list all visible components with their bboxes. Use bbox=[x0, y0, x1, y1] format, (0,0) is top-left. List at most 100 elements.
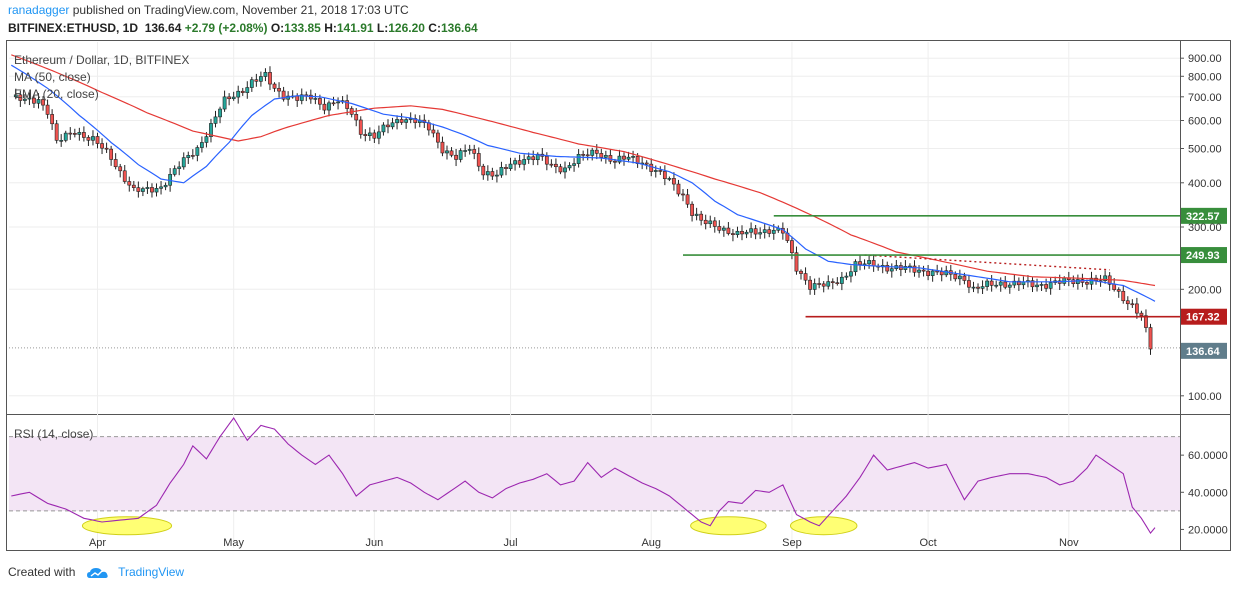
candle-body bbox=[331, 102, 336, 105]
candle-body bbox=[1003, 281, 1008, 288]
candle-body bbox=[381, 124, 386, 133]
footer: Created with TradingView bbox=[8, 565, 184, 579]
open-label: O: bbox=[270, 21, 285, 35]
candle-body bbox=[549, 163, 554, 166]
candle-body bbox=[967, 280, 971, 288]
candle-body bbox=[95, 136, 100, 144]
chart-canvas[interactable]: 322.57 249.93 167.32 136.64 900.00 800.00 700.… bbox=[0, 0, 1240, 560]
price-axis-label: 200.00 bbox=[1188, 284, 1222, 296]
candle-body bbox=[644, 162, 649, 165]
candle-body bbox=[431, 129, 436, 134]
candle-body bbox=[867, 260, 871, 265]
candle-body bbox=[694, 213, 699, 216]
candle-body bbox=[585, 154, 590, 157]
author-link[interactable]: ranadagger bbox=[8, 3, 70, 17]
candle-body bbox=[363, 134, 368, 136]
candle-body bbox=[771, 229, 776, 234]
candle-body bbox=[254, 79, 259, 82]
publish-info: ranadagger published on TradingView.com,… bbox=[8, 3, 409, 17]
candle-body bbox=[758, 232, 763, 235]
candle-body bbox=[558, 166, 563, 173]
candle-body bbox=[631, 156, 635, 158]
candle-body bbox=[835, 282, 840, 284]
high-label: H: bbox=[324, 21, 337, 35]
candle-body bbox=[463, 150, 468, 152]
candle-body bbox=[104, 147, 109, 150]
tradingview-cloud-icon bbox=[86, 567, 108, 578]
candle-body bbox=[971, 286, 976, 289]
candle-body bbox=[481, 165, 486, 176]
candle-body bbox=[272, 83, 277, 89]
candle-body bbox=[790, 240, 794, 254]
candle-body bbox=[186, 155, 191, 158]
candle-body bbox=[204, 136, 209, 143]
price-change: +2.79 (+2.08%) bbox=[184, 21, 268, 35]
candle-body bbox=[749, 228, 753, 233]
candle-body bbox=[281, 90, 286, 100]
candle-body bbox=[567, 165, 572, 169]
candle-body bbox=[762, 229, 767, 233]
candle-body bbox=[590, 149, 595, 156]
candle-body bbox=[190, 155, 195, 157]
candle-body bbox=[1116, 289, 1121, 292]
candle-body bbox=[45, 104, 50, 115]
candle-body bbox=[839, 276, 844, 284]
candle-body bbox=[1130, 303, 1135, 306]
candle-body bbox=[308, 94, 313, 100]
candle-body bbox=[145, 187, 150, 189]
candle-body bbox=[608, 155, 613, 162]
candle-body bbox=[113, 159, 118, 168]
price-axis-label: 900.00 bbox=[1188, 53, 1222, 65]
candle-body bbox=[826, 281, 831, 287]
candle-body bbox=[445, 150, 449, 154]
candle-body bbox=[377, 131, 381, 139]
low-label: L: bbox=[376, 21, 389, 35]
candle-body bbox=[454, 154, 458, 160]
candle-body bbox=[59, 140, 64, 142]
candle-body bbox=[889, 268, 894, 272]
candle-body bbox=[390, 122, 395, 128]
candle-body bbox=[676, 183, 681, 195]
candle-body bbox=[141, 188, 145, 192]
candle-body bbox=[658, 170, 663, 172]
time-axis-label: Apr bbox=[89, 537, 106, 549]
candle-body bbox=[672, 178, 676, 185]
candle-body bbox=[467, 149, 472, 151]
oversold-highlight bbox=[690, 516, 767, 536]
candle-body bbox=[436, 132, 440, 143]
chart-frame bbox=[6, 40, 1231, 551]
time-axis-label: May bbox=[223, 537, 244, 549]
candle-body bbox=[1030, 280, 1035, 288]
candle-body bbox=[572, 163, 576, 166]
candle-body bbox=[581, 154, 586, 156]
oversold-highlight bbox=[789, 516, 858, 536]
candle-body bbox=[449, 150, 454, 156]
open-value: 133.85 bbox=[284, 21, 321, 35]
candle-body bbox=[626, 156, 631, 160]
candle-body bbox=[27, 97, 32, 100]
price-axis-label: 500.00 bbox=[1188, 144, 1222, 156]
candle-body bbox=[440, 141, 445, 154]
candle-body bbox=[531, 156, 536, 161]
candle-body bbox=[522, 159, 527, 165]
tradingview-link[interactable]: TradingView bbox=[118, 565, 185, 579]
candle-body bbox=[91, 136, 95, 141]
candle-body bbox=[708, 220, 713, 225]
candle-body bbox=[849, 271, 853, 277]
candle-body bbox=[1035, 284, 1039, 288]
candle-body bbox=[508, 163, 513, 169]
candle-body bbox=[77, 132, 82, 135]
last-price: 136.64 bbox=[144, 21, 182, 35]
candle-body bbox=[830, 281, 835, 283]
candle-body bbox=[1012, 280, 1017, 286]
rsi-axis-label: 60.0000 bbox=[1188, 450, 1228, 462]
candle-body bbox=[921, 269, 926, 272]
candle-body bbox=[731, 233, 735, 235]
candle-body bbox=[200, 142, 204, 148]
candle-body bbox=[944, 270, 949, 276]
candle-body bbox=[998, 281, 1003, 286]
candle-body bbox=[41, 99, 45, 106]
candle-body bbox=[513, 160, 517, 165]
candle-body bbox=[277, 88, 281, 92]
candle-body bbox=[740, 230, 744, 235]
